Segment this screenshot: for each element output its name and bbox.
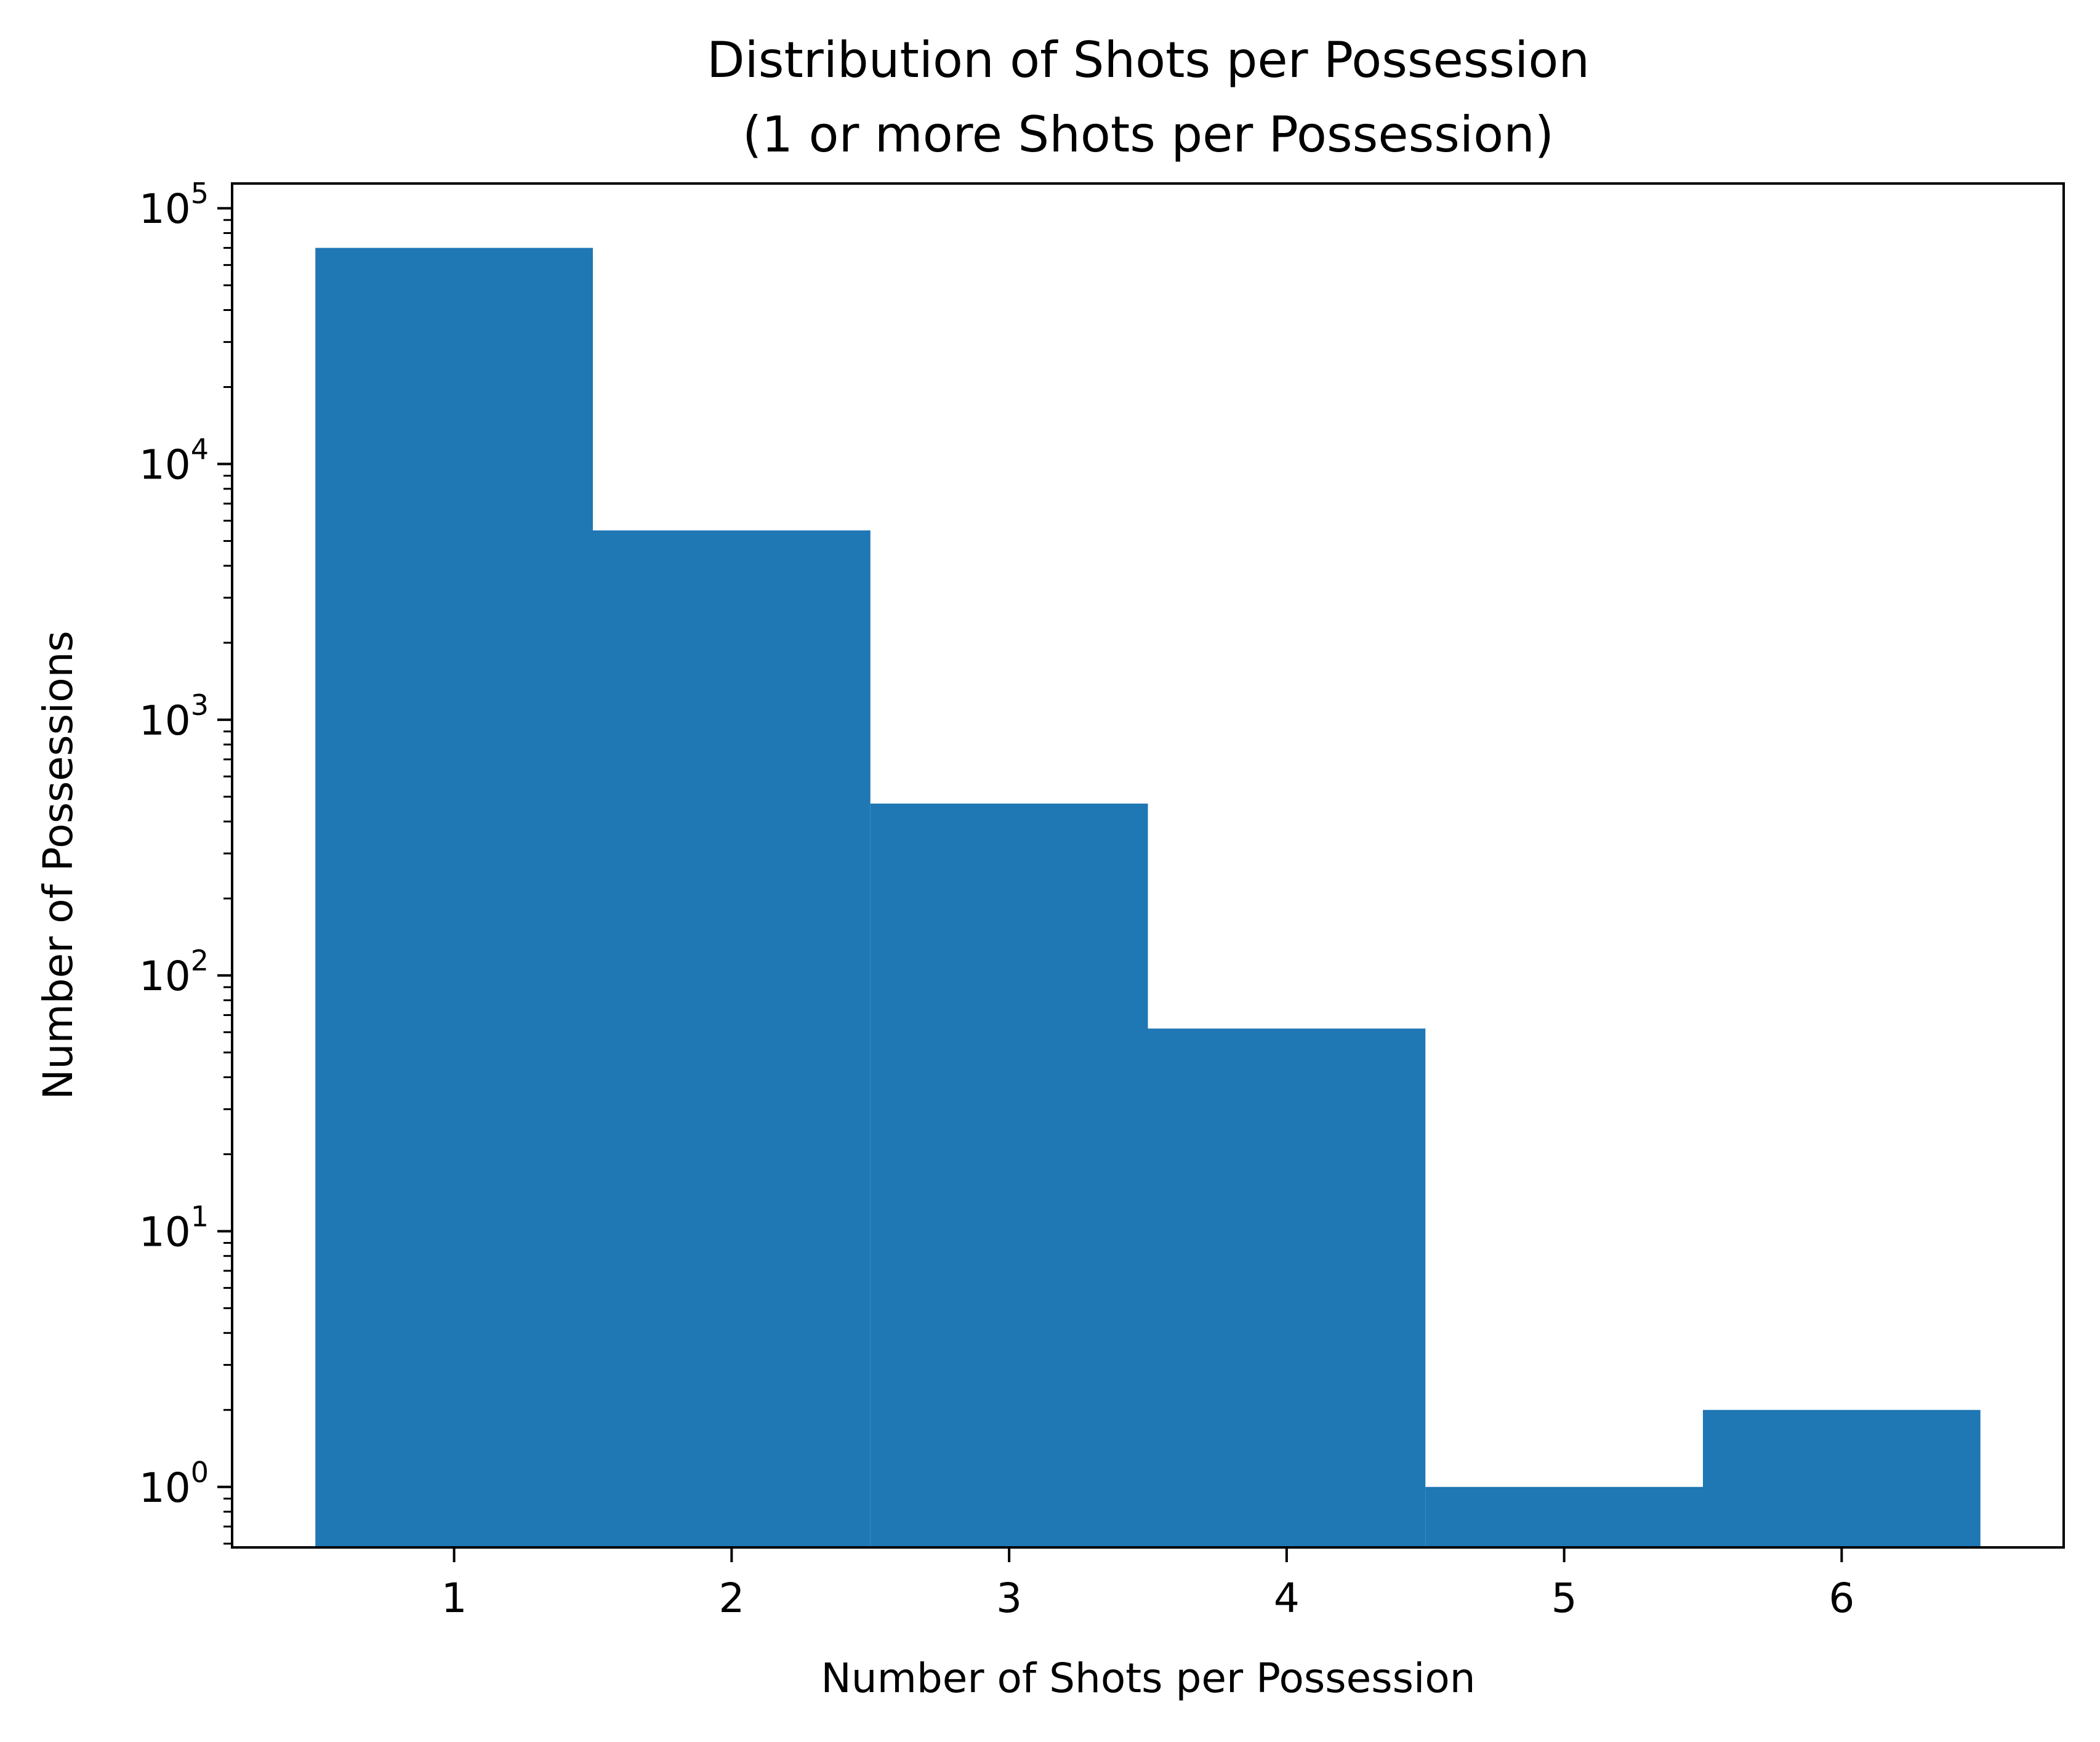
histogram-bar-5 xyxy=(1425,1486,1704,1547)
x-tick-label: 3 xyxy=(996,1575,1022,1622)
y-tick-label-exponent: 2 xyxy=(191,944,209,977)
y-tick-label-exponent: 1 xyxy=(191,1200,209,1233)
x-tick-label: 2 xyxy=(718,1575,744,1622)
histogram-bar-3 xyxy=(870,804,1148,1547)
y-tick-label: 102 xyxy=(139,944,209,1000)
x-tick-label: 5 xyxy=(1551,1575,1577,1622)
x-tick-label: 6 xyxy=(1828,1575,1854,1622)
x-tick-label: 4 xyxy=(1274,1575,1300,1622)
histogram-bar-2 xyxy=(592,530,871,1547)
y-tick-label-base: 10 xyxy=(139,185,191,233)
histogram-bar-1 xyxy=(315,248,593,1548)
bars-group xyxy=(315,248,1981,1548)
y-minor-ticks xyxy=(223,219,232,1545)
chart-subtitle: (1 or more Shots per Possession) xyxy=(742,106,1554,163)
histogram-bar-4 xyxy=(1148,1028,1426,1547)
y-tick-label-exponent: 3 xyxy=(191,688,209,722)
histogram-bar-6 xyxy=(1703,1409,1981,1547)
y-tick-label-base: 10 xyxy=(139,697,191,744)
y-tick-label: 100 xyxy=(139,1456,209,1512)
plot-area-frame xyxy=(231,182,2065,1549)
y-tick-label-base: 10 xyxy=(139,1208,191,1256)
y-tick-label-base: 10 xyxy=(139,953,191,1000)
y-tick-label: 104 xyxy=(139,433,209,489)
y-tick-label: 103 xyxy=(139,688,209,744)
x-axis-label: Number of Shots per Possession xyxy=(821,1655,1475,1702)
y-tick-label: 101 xyxy=(139,1200,209,1256)
y-tick-label-base: 10 xyxy=(139,1464,191,1512)
y-tick-label-exponent: 5 xyxy=(191,177,209,210)
x-ticks: 1 2 3 4 5 6 xyxy=(441,1547,1854,1622)
x-tick-label: 1 xyxy=(441,1575,467,1622)
y-tick-label-base: 10 xyxy=(139,442,191,489)
chart-title: Distribution of Shots per Possession xyxy=(707,31,1590,89)
y-axis-label: Number of Possessions xyxy=(34,631,82,1100)
y-tick-label: 105 xyxy=(139,177,209,233)
y-tick-label-exponent: 0 xyxy=(191,1456,209,1489)
y-tick-label-exponent: 4 xyxy=(191,433,209,466)
